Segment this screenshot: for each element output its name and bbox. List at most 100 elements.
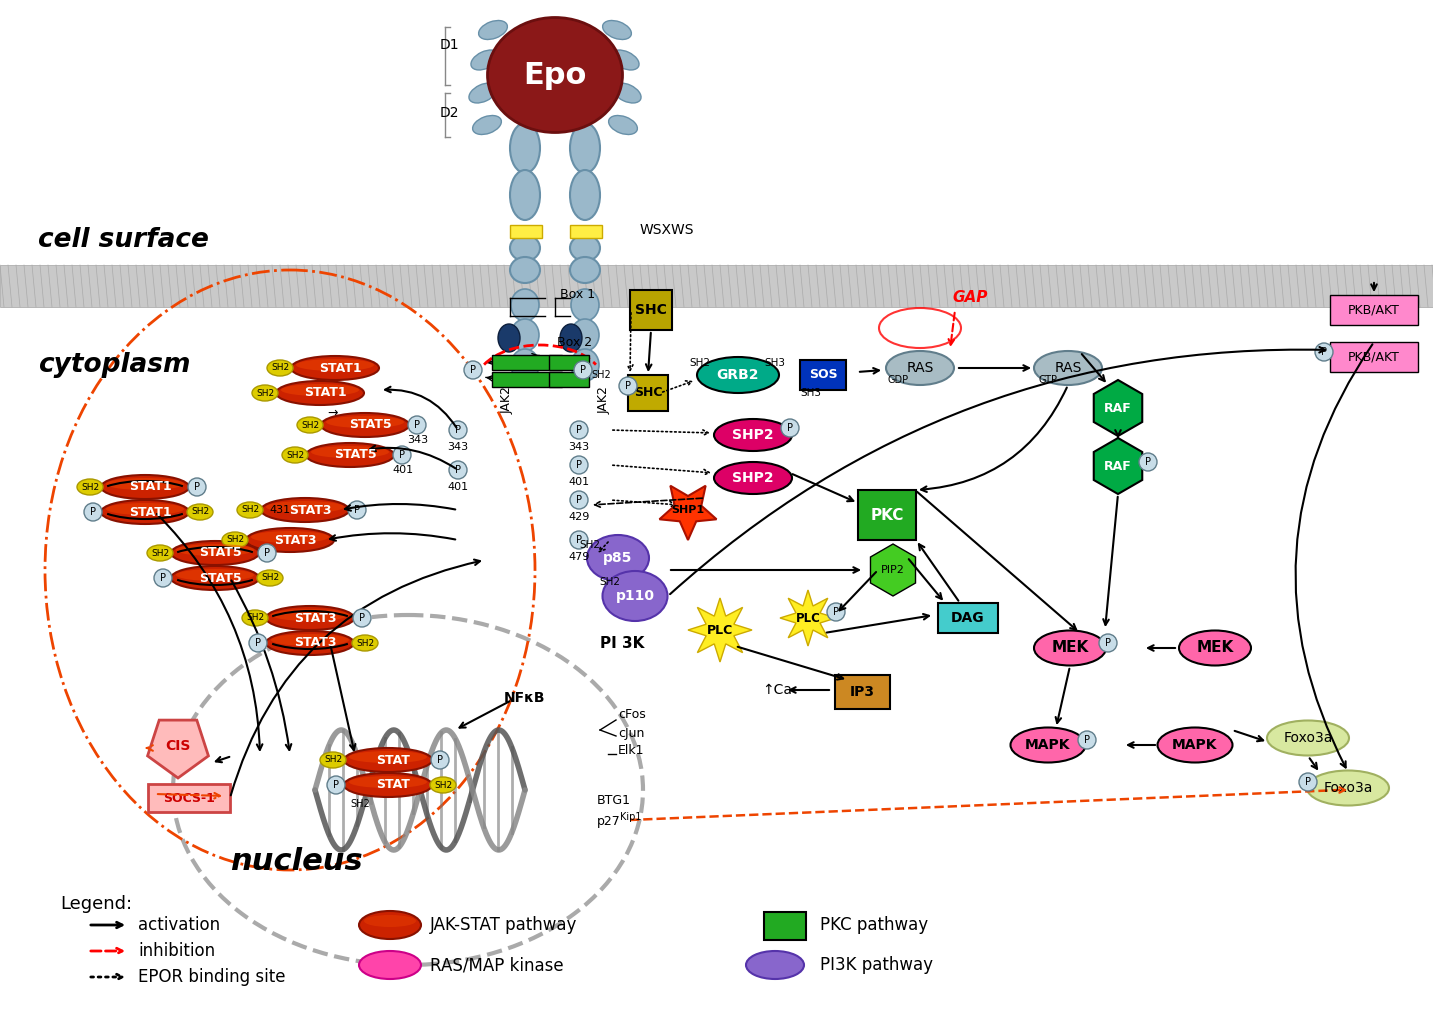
Ellipse shape <box>321 413 408 437</box>
Text: P: P <box>1145 457 1151 467</box>
Text: activation: activation <box>138 916 221 934</box>
Polygon shape <box>148 720 208 778</box>
Bar <box>631 290 672 330</box>
Ellipse shape <box>171 566 259 590</box>
Text: cell surface: cell surface <box>39 227 209 253</box>
Ellipse shape <box>430 777 456 793</box>
Text: P: P <box>833 607 838 617</box>
Bar <box>0 265 1433 307</box>
Ellipse shape <box>1158 728 1232 763</box>
Text: P: P <box>1321 347 1327 357</box>
Bar <box>1330 342 1419 372</box>
Ellipse shape <box>344 748 431 772</box>
Ellipse shape <box>353 609 371 627</box>
Text: P: P <box>470 365 476 375</box>
Bar <box>148 784 231 812</box>
Ellipse shape <box>613 83 641 103</box>
Ellipse shape <box>449 461 467 479</box>
Ellipse shape <box>106 478 183 490</box>
Ellipse shape <box>249 634 267 652</box>
Ellipse shape <box>408 416 426 434</box>
Text: SHP2: SHP2 <box>732 471 774 485</box>
Ellipse shape <box>311 446 388 458</box>
Text: SH2: SH2 <box>226 536 244 545</box>
Text: P: P <box>398 450 406 460</box>
Ellipse shape <box>588 535 649 581</box>
Text: p27: p27 <box>598 815 620 829</box>
Text: MAPK: MAPK <box>1172 738 1218 752</box>
Ellipse shape <box>350 751 427 763</box>
Ellipse shape <box>603 21 632 39</box>
Text: SH2: SH2 <box>191 508 209 516</box>
Text: NFκB: NFκB <box>504 691 546 705</box>
Text: SH2: SH2 <box>434 780 451 790</box>
Ellipse shape <box>479 21 507 39</box>
Text: P: P <box>255 638 261 648</box>
Polygon shape <box>659 485 716 540</box>
Ellipse shape <box>499 324 520 352</box>
Text: JAK-STAT pathway: JAK-STAT pathway <box>430 916 577 934</box>
Text: PLC: PLC <box>795 612 821 624</box>
Text: MAPK: MAPK <box>1025 738 1070 752</box>
Text: RAF: RAF <box>1103 460 1132 473</box>
Ellipse shape <box>1035 630 1106 665</box>
Ellipse shape <box>364 915 416 927</box>
Text: PIP2: PIP2 <box>881 565 904 575</box>
Ellipse shape <box>236 502 264 518</box>
Ellipse shape <box>473 115 502 135</box>
Text: Foxo3a: Foxo3a <box>1284 731 1333 745</box>
Bar <box>835 675 890 709</box>
Text: STAT5: STAT5 <box>199 547 241 559</box>
Ellipse shape <box>251 531 330 543</box>
Ellipse shape <box>100 475 189 499</box>
Text: P: P <box>576 495 582 505</box>
Ellipse shape <box>1298 773 1317 791</box>
Text: DAG: DAG <box>952 611 984 625</box>
Text: STAT5: STAT5 <box>199 572 241 585</box>
Text: STAT3: STAT3 <box>294 612 337 624</box>
Bar <box>628 375 668 411</box>
Text: D1: D1 <box>440 38 460 52</box>
Text: P: P <box>437 755 443 765</box>
Ellipse shape <box>360 911 421 939</box>
Text: SH2: SH2 <box>592 370 610 380</box>
Polygon shape <box>688 598 752 662</box>
Text: PKC: PKC <box>870 508 904 522</box>
Ellipse shape <box>609 115 638 135</box>
Text: SH2: SH2 <box>599 577 620 587</box>
Ellipse shape <box>471 50 499 70</box>
Ellipse shape <box>510 123 540 173</box>
Bar <box>549 355 589 370</box>
Text: STAT: STAT <box>375 754 410 767</box>
Text: P: P <box>625 381 631 391</box>
Text: Box 1: Box 1 <box>560 289 595 301</box>
Ellipse shape <box>100 500 189 524</box>
Text: P: P <box>580 365 586 375</box>
Ellipse shape <box>106 503 183 515</box>
Text: 479: 479 <box>569 552 590 562</box>
Text: inhibition: inhibition <box>138 942 215 960</box>
Ellipse shape <box>714 462 792 494</box>
Ellipse shape <box>291 356 378 380</box>
Polygon shape <box>870 544 916 596</box>
Text: SH2: SH2 <box>301 420 320 430</box>
Text: SH2: SH2 <box>579 540 600 550</box>
Text: P: P <box>354 505 360 515</box>
Text: SH2: SH2 <box>689 358 711 368</box>
Ellipse shape <box>512 289 539 321</box>
Ellipse shape <box>252 386 278 401</box>
Ellipse shape <box>619 377 638 395</box>
Text: SH2: SH2 <box>246 614 264 623</box>
Ellipse shape <box>325 416 404 428</box>
Ellipse shape <box>510 170 540 220</box>
Text: PI3K pathway: PI3K pathway <box>820 956 933 974</box>
Ellipse shape <box>696 357 780 393</box>
Text: MEK: MEK <box>1197 640 1234 656</box>
Text: PKB/AKT: PKB/AKT <box>1348 351 1400 364</box>
Ellipse shape <box>747 951 804 979</box>
Ellipse shape <box>348 501 365 519</box>
Ellipse shape <box>176 544 254 556</box>
Text: P: P <box>787 423 792 433</box>
Bar <box>570 225 602 238</box>
Text: P: P <box>456 425 461 435</box>
